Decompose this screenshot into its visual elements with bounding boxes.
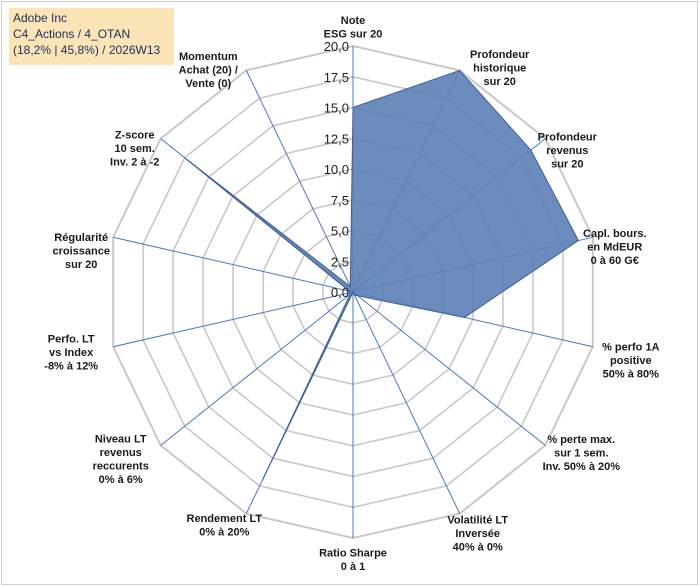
spoke-13	[245, 70, 354, 293]
axis-label-line: ESG sur 20	[324, 29, 383, 41]
tick-label-5: 12,5	[324, 131, 349, 146]
axis-label-line: en MdEUR	[587, 242, 642, 254]
tick-label-3: 7,5	[331, 193, 349, 208]
axis-label-6: Volatilité LT Inversée 40% à 0%	[447, 514, 508, 553]
axis-label-13: Momentum Achat (20) / Vente (0)	[179, 51, 238, 90]
axis-label-line: Z-score	[115, 129, 155, 141]
axis-label-line: Perfo. LT	[48, 334, 95, 346]
axis-label-line: Régularité	[54, 232, 108, 244]
axis-label-line: Inversée	[455, 528, 500, 540]
axis-label-line: Vente (0)	[185, 78, 231, 90]
axis-label-line: 0% à 20%	[199, 527, 249, 539]
spoke-10	[113, 291, 354, 348]
tick-label-7: 17,5	[324, 70, 349, 85]
axis-label-line: 40% à 0%	[453, 541, 503, 553]
axis-label-line: % perfo 1A	[602, 342, 660, 354]
axis-label-0: Note ESG sur 20	[324, 15, 383, 41]
series-layer	[184, 69, 580, 481]
axis-label-line: Momentum	[179, 51, 238, 63]
axis-label-line: revenus	[100, 447, 142, 459]
axis-label-line: Profondeur	[470, 49, 530, 61]
axis-label-2: Profondeur revenus sur 20	[538, 131, 598, 170]
axis-label-line: 0 à 60 G€	[591, 255, 639, 267]
spoke-6	[352, 291, 461, 514]
axis-label-1: Profondeur historique sur 20	[470, 49, 530, 88]
axis-label-line: Note	[341, 15, 365, 27]
axis-label-9: Niveau LT revenus reccurents 0% à 6%	[93, 433, 149, 486]
axis-label-line: sur 20	[483, 76, 515, 88]
axis-label-line: Achat (20) /	[179, 65, 238, 77]
axis-label-line: Inv. 2 à -2	[110, 156, 159, 168]
axis-label-line: vs Index	[49, 347, 94, 359]
tick-label-0: 0,0	[331, 285, 349, 300]
chart-title-company: Adobe Inc	[13, 11, 68, 25]
axis-label-11: Régularité croissance sur 20	[52, 232, 109, 271]
tick-label-6: 15,0	[324, 101, 349, 116]
axis-label-line: -8% à 12%	[44, 361, 98, 373]
axis-label-10: Perfo. LT vs Index -8% à 12%	[44, 334, 98, 373]
axis-label-12: Z-score 10 sem. Inv. 2 à -2	[110, 129, 159, 168]
tick-label-4: 10,0	[324, 162, 349, 177]
chart-title-stats: (18,2% | 45,8%) / 2026W13	[13, 43, 161, 57]
axis-label-line: 10 sem.	[115, 143, 155, 155]
spoke-11	[113, 236, 354, 293]
axis-label-line: Inv. 50% à 20%	[543, 461, 621, 473]
axis-label-line: Capl. bours.	[583, 228, 647, 240]
axis-label-line: Rendement LT	[187, 513, 263, 525]
spoke-9	[160, 291, 354, 446]
axis-label-line: revenus	[546, 145, 588, 157]
tick-layer: 0,0 2,5 5,0 7,5 10,0 12,5 15,0 17,5 20,0	[324, 39, 349, 300]
axis-label-line: Volatilité LT	[447, 514, 508, 526]
spoke-5	[352, 291, 546, 446]
tick-label-1: 2,5	[331, 254, 349, 269]
axis-label-line: 50% à 80%	[603, 369, 659, 381]
axis-label-7: Ratio Sharpe 0 à 1	[319, 548, 387, 574]
axis-label-line: sur 1 sem.	[554, 448, 608, 460]
axis-label-3: Capl. bours. en MdEUR 0 à 60 G€	[583, 228, 647, 267]
axis-label-4: % perfo 1A positive 50% à 80%	[602, 342, 660, 381]
axis-label-line: sur 20	[551, 158, 583, 170]
axis-label-line: historique	[473, 63, 526, 75]
axis-label-line: positive	[610, 355, 652, 367]
axis-label-line: Ratio Sharpe	[319, 548, 387, 560]
axis-label-line: 0 à 1	[341, 561, 365, 573]
axis-label-line: Profondeur	[538, 131, 598, 143]
axis-label-5: % perte max. sur 1 sem. Inv. 50% à 20%	[543, 434, 621, 473]
axis-label-line: croissance	[52, 246, 109, 258]
axis-label-line: % perte max.	[547, 434, 615, 446]
axis-label-8: Rendement LT 0% à 20%	[187, 513, 263, 539]
axis-label-line: sur 20	[65, 259, 97, 271]
tick-label-8: 20,0	[324, 39, 349, 54]
axis-label-line: reccurents	[93, 460, 149, 472]
axis-label-line: Niveau LT	[95, 433, 147, 445]
series-area-0	[184, 69, 580, 481]
chart-title-box: Adobe Inc C4_Actions / 4_OTAN (18,2% | 4…	[9, 8, 174, 65]
chart-title-portfolio: C4_Actions / 4_OTAN	[13, 27, 131, 41]
axis-label-line: 0% à 6%	[99, 474, 143, 486]
tick-label-2: 5,0	[331, 224, 349, 239]
